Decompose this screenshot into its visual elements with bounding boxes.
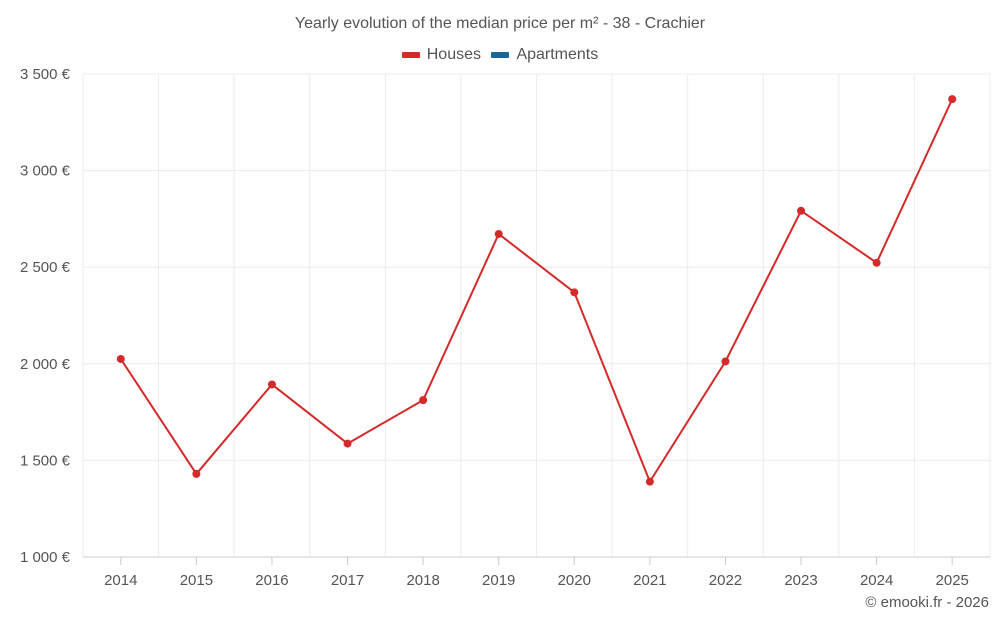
data-point bbox=[494, 229, 503, 238]
data-point bbox=[116, 354, 125, 363]
data-point bbox=[343, 439, 352, 448]
data-point bbox=[948, 95, 957, 104]
legend-item-apartments[interactable]: Apartments bbox=[491, 46, 598, 64]
x-tick-label: 2016 bbox=[255, 572, 288, 589]
data-point bbox=[419, 396, 428, 405]
series-line-houses bbox=[119, 98, 954, 483]
data-point bbox=[721, 357, 730, 366]
x-tick-label: 2018 bbox=[406, 572, 439, 589]
x-tick-label: 2024 bbox=[860, 572, 893, 589]
legend-swatch-apartments bbox=[491, 52, 510, 58]
y-tick-label: 2 500 € bbox=[20, 259, 71, 276]
x-tick-label: 2023 bbox=[784, 572, 817, 589]
y-tick-label: 1 000 € bbox=[20, 549, 71, 566]
legend-label-houses: Houses bbox=[426, 46, 481, 63]
legend: Houses Apartments bbox=[0, 45, 1000, 64]
x-tick-label: 2019 bbox=[482, 572, 515, 589]
x-tick-label: 2014 bbox=[104, 572, 137, 589]
x-tick-label: 2022 bbox=[709, 572, 742, 589]
y-tick-label: 1 500 € bbox=[20, 452, 71, 469]
data-point bbox=[192, 469, 201, 478]
credit-text: © emooki.fr - 2026 bbox=[865, 594, 989, 611]
x-tick-label: 2015 bbox=[180, 572, 213, 589]
y-tick-label: 3 000 € bbox=[20, 163, 71, 180]
data-point bbox=[645, 477, 654, 486]
y-tick-label: 2 000 € bbox=[20, 356, 71, 373]
legend-label-apartments: Apartments bbox=[516, 46, 599, 63]
data-point bbox=[267, 380, 276, 389]
x-tick-label: 2020 bbox=[558, 572, 591, 589]
y-tick-label: 3 500 € bbox=[20, 66, 71, 83]
x-tick-label: 2017 bbox=[331, 572, 364, 589]
legend-swatch-houses bbox=[401, 52, 420, 58]
x-tick-label: 2025 bbox=[936, 572, 969, 589]
data-point bbox=[570, 288, 579, 297]
chart-title: Yearly evolution of the median price per… bbox=[294, 15, 706, 32]
x-tick-label: 2021 bbox=[633, 572, 666, 589]
data-point bbox=[797, 206, 806, 215]
data-point bbox=[872, 258, 881, 267]
legend-item-houses[interactable]: Houses bbox=[401, 46, 481, 64]
